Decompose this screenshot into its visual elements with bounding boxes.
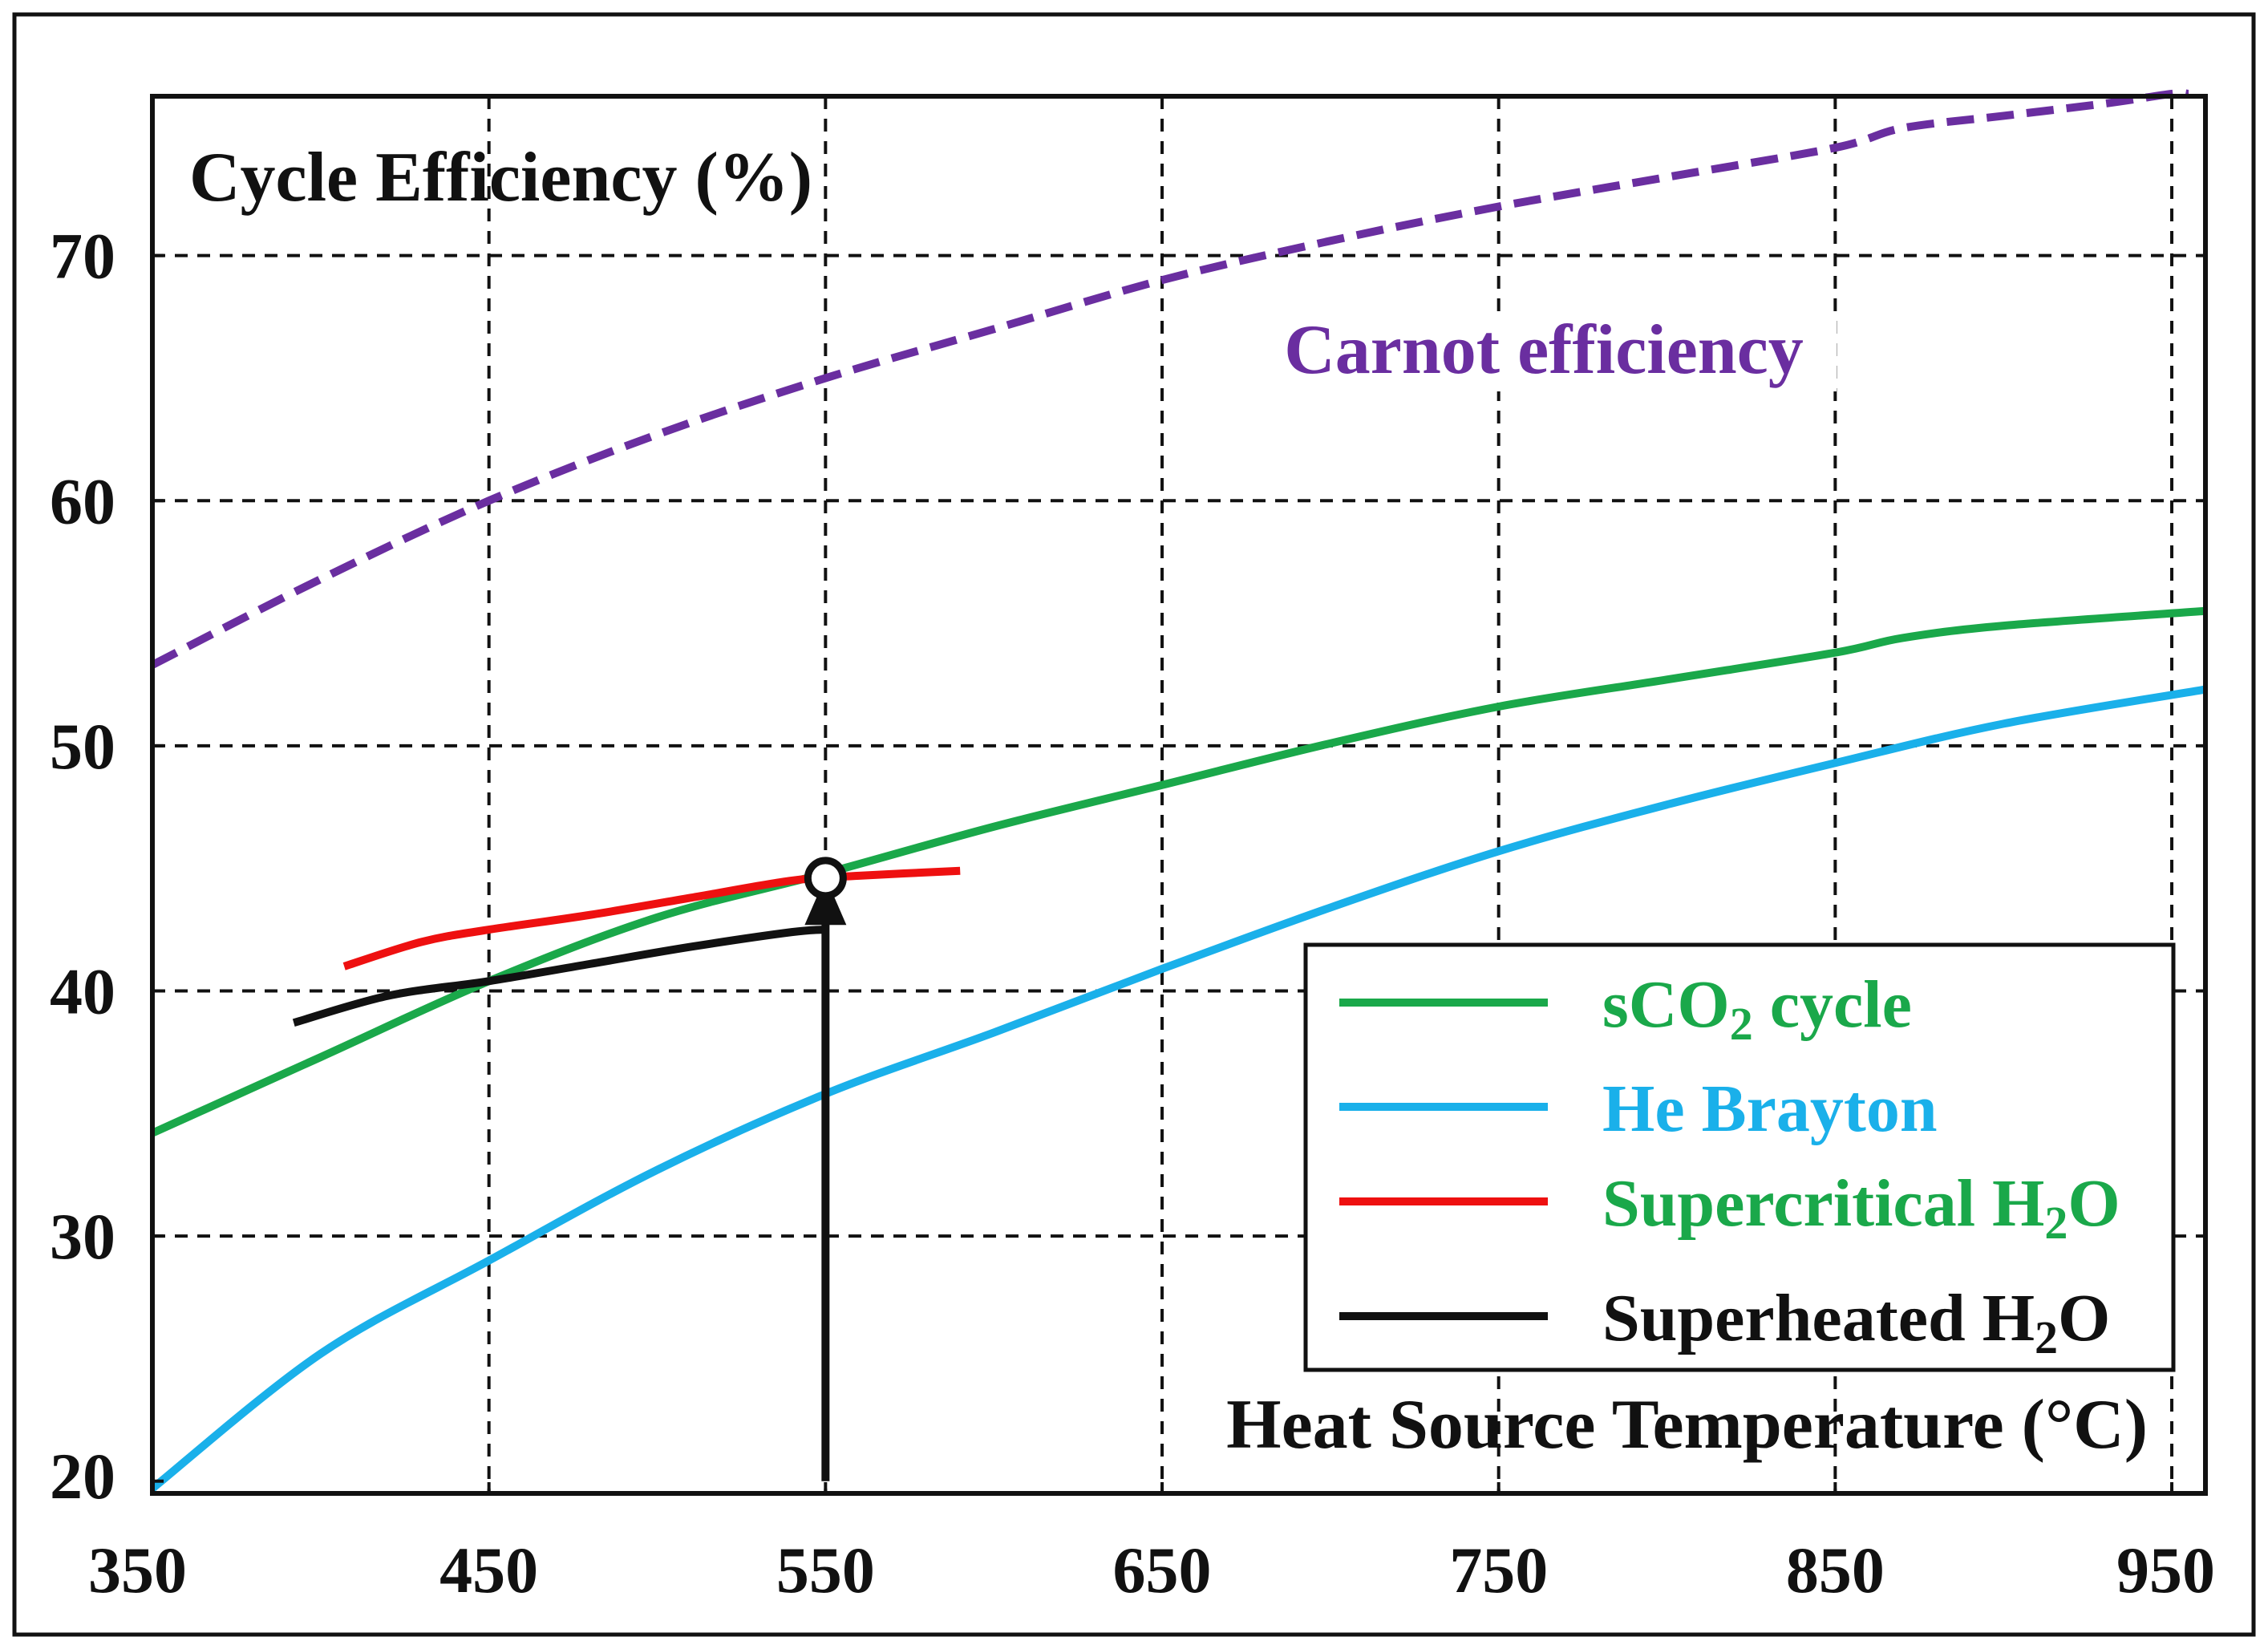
y-axis-title: Cycle Efficiency (%) bbox=[189, 139, 812, 217]
design-point-marker bbox=[804, 857, 847, 1481]
y-tick-label: 30 bbox=[50, 1200, 115, 1273]
x-tick-label: 750 bbox=[1449, 1534, 1548, 1606]
x-tick-label: 850 bbox=[1786, 1534, 1885, 1606]
marker-circle bbox=[804, 857, 847, 900]
y-tick-label: 70 bbox=[50, 220, 115, 293]
legend-label: He Brayton bbox=[1602, 1072, 1938, 1146]
plot-frame bbox=[150, 94, 2208, 1496]
marker-triangle bbox=[804, 877, 847, 926]
x-tick-label: 650 bbox=[1113, 1534, 1212, 1606]
series-line-superheated-h2o bbox=[292, 926, 826, 1027]
y-tick-label: 20 bbox=[50, 1440, 115, 1513]
y-tick-label: 60 bbox=[50, 464, 115, 537]
carnot-annotation: Carnot efficiency bbox=[1284, 311, 1804, 389]
x-axis-title: Heat Source Temperature (°C) bbox=[1226, 1386, 2148, 1464]
axis-ticks: 350 450 550 650 750 850 950 20 30 40 50 60 70 bbox=[50, 220, 2215, 1606]
legend-box bbox=[1303, 942, 2176, 1372]
legend-label: Superheated H2O bbox=[1602, 1281, 2110, 1363]
x-tick-label: 950 bbox=[2116, 1534, 2215, 1606]
legend-label: Supercritical H2O bbox=[1602, 1166, 2120, 1249]
series-line-supercritical-h2o bbox=[342, 866, 961, 970]
legend-label: sCO2 cycle bbox=[1602, 967, 1912, 1050]
x-tick-label: 350 bbox=[88, 1534, 187, 1606]
y-tick-label: 50 bbox=[50, 710, 115, 783]
y-tick-label: 40 bbox=[50, 954, 115, 1027]
figure-border bbox=[12, 12, 2256, 1637]
x-tick-label: 550 bbox=[776, 1534, 875, 1606]
series-line-carnot-efficiency bbox=[150, 89, 2189, 669]
series-line-he-brayton bbox=[149, 685, 2206, 1492]
series-group bbox=[149, 89, 2206, 1492]
x-tick-label: 450 bbox=[439, 1534, 538, 1606]
carnot-annotation-bg bbox=[1251, 311, 1837, 391]
legend: sCO2 cycle He Brayton Supercritical H2O Sup… bbox=[1303, 942, 2176, 1372]
